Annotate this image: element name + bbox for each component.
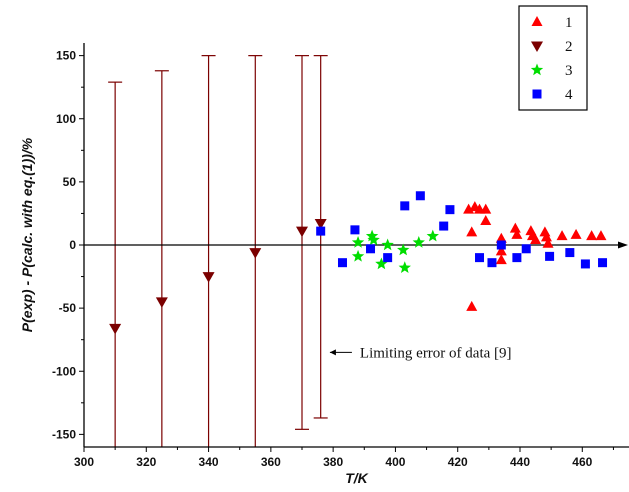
- data-point-series-4: [316, 226, 326, 236]
- data-point-series-3: [375, 257, 388, 270]
- data-point-series-4: [598, 258, 608, 268]
- annotation-arrow-head: [329, 349, 336, 356]
- data-point-series-3: [398, 261, 411, 273]
- axes-group: 300 320 340 360 380 400 420 440 460 -150 -100 -50 0 5…: [52, 43, 629, 469]
- legend-marker-3: [530, 63, 544, 76]
- data-point-series-2: [314, 219, 327, 230]
- legend-label-4: 4: [565, 87, 573, 103]
- data-point-series-3: [351, 235, 365, 248]
- y-tick-label: 150: [56, 49, 76, 63]
- x-axis-title: T/K: [345, 470, 368, 486]
- data-point-series-3: [397, 243, 410, 256]
- data-point-series-1: [570, 228, 582, 239]
- data-point-series-1: [480, 203, 492, 214]
- data-point-series-4: [521, 244, 531, 254]
- data-point-series-4: [383, 253, 393, 263]
- legend-label-1: 1: [565, 15, 573, 31]
- data-point-series-1: [466, 226, 478, 237]
- data-point-series-3: [367, 233, 380, 246]
- data-point-series-1: [509, 222, 521, 233]
- data-point-series-2: [202, 272, 215, 283]
- data-point-series-4: [445, 205, 455, 215]
- data-point-series-4: [545, 251, 555, 261]
- y-tick-label: 0: [69, 238, 76, 252]
- legend-marker-1: [531, 16, 543, 26]
- data-point-series-3: [412, 235, 425, 248]
- legend-marker-4: [532, 89, 542, 99]
- data-point-series-1: [466, 300, 478, 311]
- data-point-series-4: [337, 258, 347, 268]
- x-tick-label: 440: [510, 455, 530, 469]
- data-point-series-2: [249, 248, 262, 259]
- x-tick-label: 320: [136, 455, 156, 469]
- annotation-text: Limiting error of data [9]: [360, 345, 512, 361]
- x-tick-label: 360: [261, 455, 281, 469]
- x-tick-label: 300: [74, 455, 94, 469]
- x-tick-label: 460: [572, 455, 592, 469]
- data-point-series-1: [480, 215, 492, 226]
- data-point-series-3: [365, 229, 379, 242]
- data-point-series-4: [439, 221, 449, 231]
- error-bars-group: [108, 55, 328, 447]
- data-point-series-4: [512, 253, 522, 263]
- zero-line-arrow: [618, 241, 628, 249]
- legend-box: [518, 5, 588, 111]
- data-point-series-3: [426, 229, 439, 242]
- x-tick-label: 340: [199, 455, 219, 469]
- data-point-series-4: [565, 248, 575, 258]
- data-point-series-1: [463, 203, 475, 214]
- legend-label-3: 3: [565, 63, 573, 79]
- data-point-series-4: [415, 191, 425, 201]
- data-point-series-1: [495, 245, 507, 256]
- data-point-series-1: [511, 228, 523, 239]
- data-point-series-4: [487, 258, 497, 268]
- data-points-group: [109, 191, 608, 335]
- data-point-series-4: [366, 244, 376, 254]
- data-point-series-3: [381, 238, 394, 251]
- legend: 1 2 3 4: [518, 5, 588, 111]
- y-axis-title: P(exp) - P(calc. with eq.(1))/%: [19, 137, 35, 332]
- data-point-series-4: [350, 225, 360, 235]
- data-point-series-2: [155, 297, 168, 308]
- y-tick-label: -50: [59, 301, 77, 315]
- data-point-series-2: [109, 323, 122, 335]
- data-point-series-1: [495, 232, 507, 243]
- data-point-series-3: [351, 249, 365, 262]
- data-point-series-1: [542, 237, 554, 248]
- legend-label-2: 2: [565, 39, 573, 55]
- data-point-series-1: [495, 254, 507, 265]
- legend-marker-2: [531, 41, 543, 52]
- y-tick-label: -150: [52, 427, 76, 441]
- data-point-series-4: [400, 201, 410, 211]
- annotation: Limiting error of data [9]: [329, 345, 512, 361]
- data-point-series-2: [296, 226, 308, 238]
- data-point-series-1: [595, 230, 607, 241]
- data-point-series-4: [475, 253, 485, 263]
- y-tick-label: 50: [63, 175, 77, 189]
- x-tick-label: 420: [448, 455, 468, 469]
- data-point-series-1: [540, 231, 552, 242]
- y-tick-label: 100: [56, 112, 76, 126]
- data-point-series-1: [530, 233, 542, 244]
- data-point-series-1: [586, 230, 598, 241]
- data-point-series-4: [496, 240, 506, 250]
- x-tick-label: 400: [385, 455, 405, 469]
- y-tick-label: -100: [52, 364, 76, 378]
- x-tick-label: 380: [323, 455, 343, 469]
- data-point-series-4: [580, 259, 590, 269]
- data-point-series-1: [556, 230, 568, 241]
